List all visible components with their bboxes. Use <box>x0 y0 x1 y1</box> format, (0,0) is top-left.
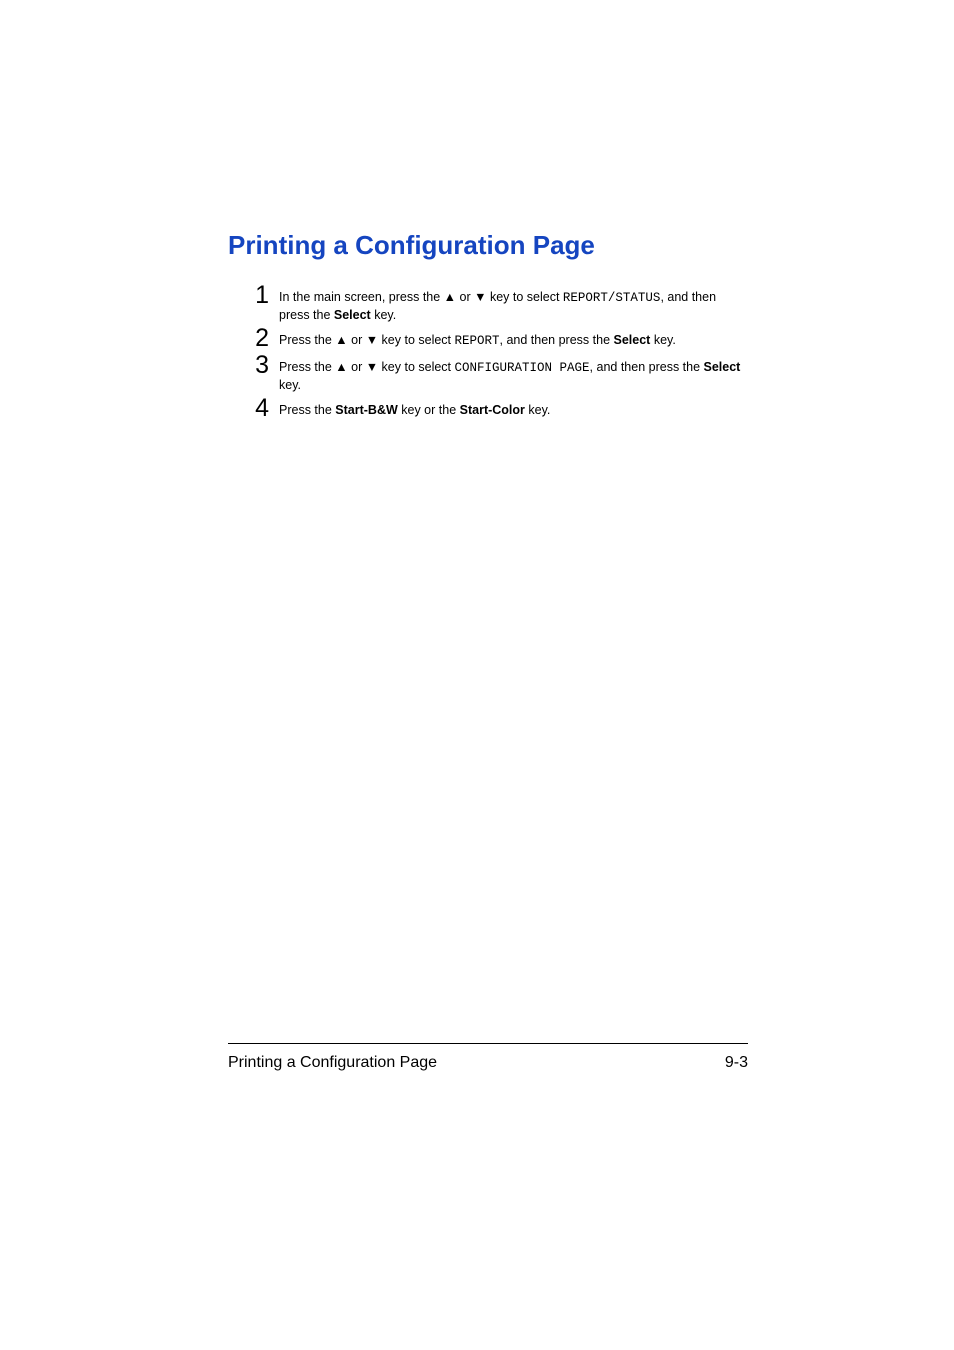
step-number: 3 <box>246 353 269 378</box>
footer-page-number: 9-3 <box>725 1054 748 1072</box>
text-segment: key. <box>525 403 550 417</box>
step-text: In the main screen, press the ▲ or ▼ key… <box>279 283 748 324</box>
step-text: Press the Start-B&W key or the Start-Col… <box>279 396 748 419</box>
page-footer: Printing a Configuration Page 9-3 <box>228 1043 748 1072</box>
text-segment: key. <box>371 308 396 322</box>
text-segment: key. <box>279 378 301 392</box>
step-list: 1 In the main screen, press the ▲ or ▼ k… <box>228 283 748 421</box>
section-heading: Printing a Configuration Page <box>228 230 748 261</box>
text-bold: Select <box>334 308 371 322</box>
text-mono: REPORT/STATUS <box>563 291 661 305</box>
text-segment: In the main screen, press the ▲ or ▼ key… <box>279 290 563 304</box>
footer-title: Printing a Configuration Page <box>228 1054 437 1072</box>
text-mono: CONFIGURATION PAGE <box>455 361 590 375</box>
footer-content: Printing a Configuration Page 9-3 <box>228 1054 748 1072</box>
text-segment: , and then press the <box>500 333 614 347</box>
step-2: 2 Press the ▲ or ▼ key to select REPORT,… <box>246 326 748 351</box>
footer-divider <box>228 1043 748 1044</box>
step-number: 1 <box>246 283 269 308</box>
step-text: Press the ▲ or ▼ key to select CONFIGURA… <box>279 353 748 394</box>
text-segment: , and then press the <box>590 360 704 374</box>
step-number: 2 <box>246 326 269 351</box>
text-segment: Press the <box>279 403 335 417</box>
text-bold: Start-B&W <box>335 403 398 417</box>
text-bold: Select <box>704 360 741 374</box>
step-text: Press the ▲ or ▼ key to select REPORT, a… <box>279 326 748 350</box>
step-1: 1 In the main screen, press the ▲ or ▼ k… <box>246 283 748 324</box>
text-bold: Select <box>614 333 651 347</box>
text-bold: Start-Color <box>460 403 525 417</box>
text-mono: REPORT <box>455 334 500 348</box>
text-segment: key or the <box>398 403 460 417</box>
text-segment: Press the ▲ or ▼ key to select <box>279 333 455 347</box>
step-3: 3 Press the ▲ or ▼ key to select CONFIGU… <box>246 353 748 394</box>
page-body: Printing a Configuration Page 1 In the m… <box>0 0 954 421</box>
step-number: 4 <box>246 396 269 421</box>
text-segment: key. <box>650 333 675 347</box>
step-4: 4 Press the Start-B&W key or the Start-C… <box>246 396 748 421</box>
text-segment: Press the ▲ or ▼ key to select <box>279 360 455 374</box>
